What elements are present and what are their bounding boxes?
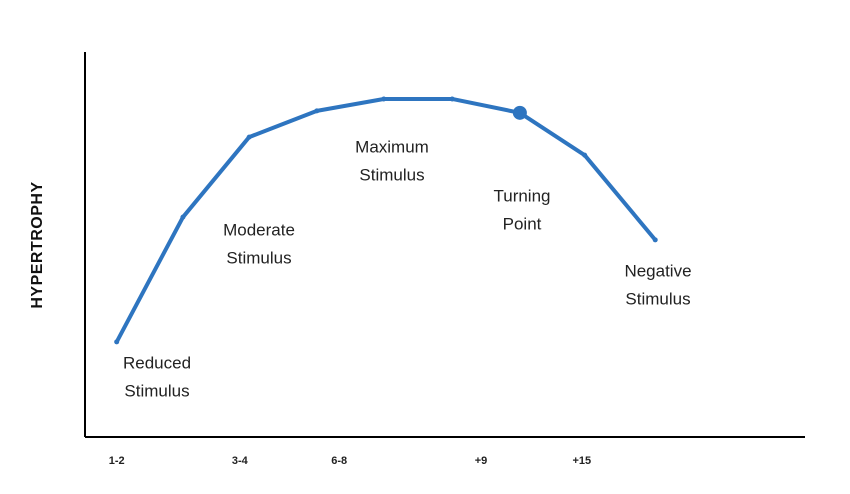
annotation: Negative [624,261,691,280]
point [652,237,658,243]
x-tick-label: 6-8 [331,455,347,467]
x-tick-label: +15 [572,455,591,467]
annotation: Stimulus [625,289,690,308]
y-axis-label: HYPERTROPHY [29,181,46,308]
x-tick-label: 3-4 [232,455,249,467]
point [314,108,320,114]
point [180,214,186,220]
point [246,134,252,140]
x-tick-label: +9 [475,455,488,467]
annotation: Moderate [223,220,295,239]
annotation: Stimulus [226,248,291,267]
annotation: Maximum [355,137,429,156]
annotation: Stimulus [359,165,424,184]
annotation: Stimulus [124,381,189,400]
annotation: Reduced [123,353,191,372]
point [512,105,527,120]
annotation: Point [503,214,542,233]
point [381,96,387,102]
point [114,339,120,345]
line-series [114,96,657,343]
point [582,152,588,158]
point [449,96,455,102]
annotation: Turning [493,186,550,205]
x-tick-label: 1-2 [109,455,125,467]
